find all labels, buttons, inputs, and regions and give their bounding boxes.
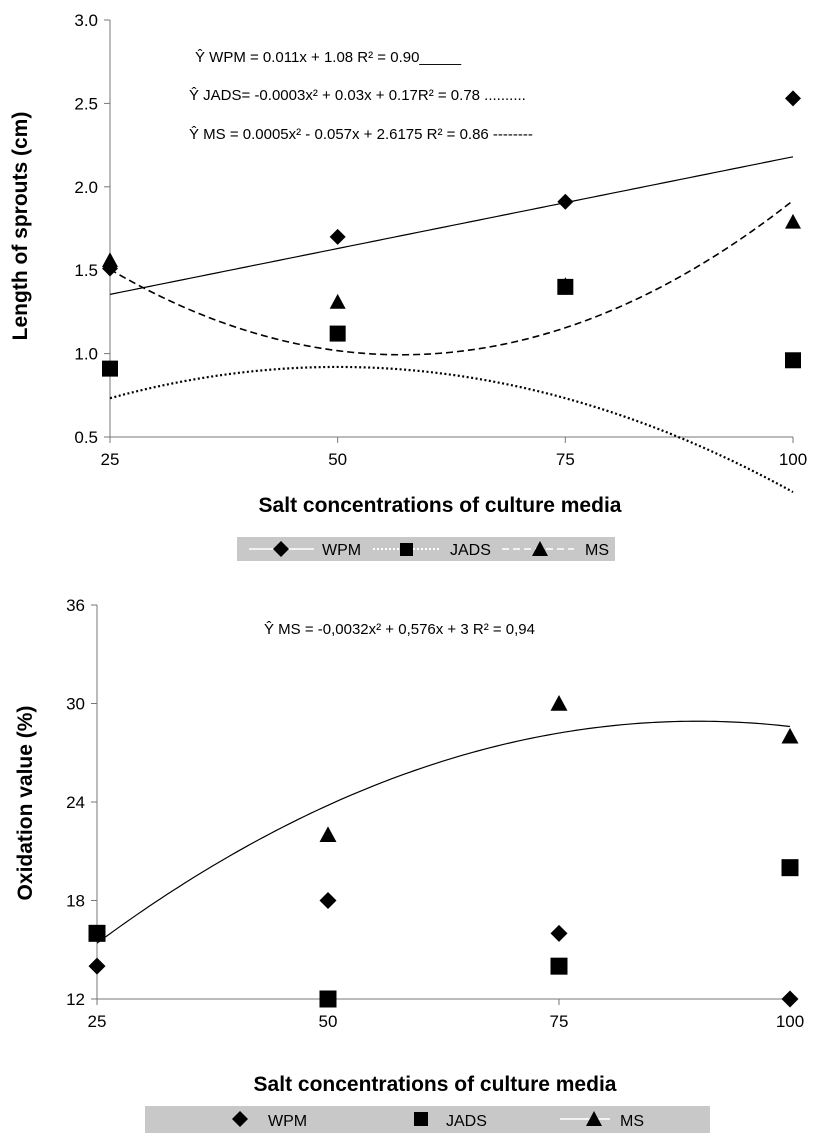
trendline-ms	[97, 721, 790, 943]
point-wpm-50	[330, 229, 346, 245]
point-jads-50	[320, 991, 337, 1008]
x-tick-label: 50	[319, 1012, 338, 1031]
y-tick-label: 2.5	[74, 94, 98, 113]
y-axis-title: Length of sprouts (cm)	[9, 112, 32, 341]
y-axis-title: Oxidation value (%)	[14, 706, 37, 901]
legend-marker-jads	[414, 1112, 428, 1126]
legend-label-jads: JADS	[446, 1113, 487, 1130]
x-tick-label: 50	[328, 450, 347, 469]
equation-jads: Ŷ JADS= -0.0003x² + 0.03x + 0.17R² = 0.7…	[189, 87, 526, 104]
x-tick-label: 100	[776, 1012, 804, 1031]
point-wpm-50	[320, 892, 337, 909]
x-tick-label: 25	[101, 450, 120, 469]
point-ms-50	[330, 294, 346, 309]
x-tick-label: 100	[779, 450, 807, 469]
y-tick-label: 1.0	[74, 345, 98, 364]
y-tick-label: 12	[66, 990, 85, 1009]
chart-oxidation-value: 12 18 24 30 36 25 50 75 100 Ŷ MS = -0,0032x² + …	[14, 596, 804, 1133]
point-ms-75	[551, 695, 568, 711]
y-tick-label: 36	[66, 596, 85, 615]
point-jads-50	[330, 326, 346, 342]
legend-label-ms: MS	[620, 1113, 644, 1130]
legend-label-ms: MS	[585, 542, 609, 559]
x-axis-title: Salt concentrations of culture media	[254, 1073, 617, 1096]
point-wpm-25	[89, 958, 106, 975]
trendline-ms	[110, 201, 793, 355]
y-tick-label: 1.5	[74, 261, 98, 280]
legend-label-jads: JADS	[450, 542, 491, 559]
point-jads-100	[782, 859, 799, 876]
x-tick-label: 75	[556, 450, 575, 469]
x-tick-label: 75	[550, 1012, 569, 1031]
legend: WPM JADS MS	[237, 537, 615, 561]
y-tick-label: 2.0	[74, 178, 98, 197]
point-ms-100	[785, 214, 801, 229]
trendline-wpm	[110, 157, 793, 295]
legend-label-wpm: WPM	[268, 1113, 307, 1130]
point-wpm-75	[557, 194, 573, 210]
point-ms-25	[102, 252, 118, 267]
x-tick-label: 25	[88, 1012, 107, 1031]
point-wpm-75	[551, 925, 568, 942]
point-ms-50	[320, 826, 337, 842]
y-tick-label: 0.5	[74, 428, 98, 447]
legend-label-wpm: WPM	[322, 542, 361, 559]
point-jads-25	[102, 361, 118, 377]
y-tick-label: 24	[66, 793, 85, 812]
point-ms-100	[782, 728, 799, 744]
y-tick-label: 3.0	[74, 11, 98, 30]
equation-ms: Ŷ MS = 0.0005x² - 0.057x + 2.6175 R² = 0…	[189, 126, 533, 143]
chart-sprout-length: 0.5 1.0 1.5 2.0 2.5 3.0 25 50 75 100 Ŷ WPM = 0.0…	[9, 11, 807, 561]
equation-wpm: Ŷ WPM = 0.011x + 1.08 R² = 0.90_____	[195, 49, 462, 66]
y-tick-label: 18	[66, 892, 85, 911]
legend: WPM JADS MS	[145, 1106, 710, 1133]
point-wpm-100	[785, 90, 801, 106]
equation-ms: Ŷ MS = -0,0032x² + 0,576x + 3 R² = 0,94	[264, 621, 535, 638]
point-jads-100	[785, 352, 801, 368]
y-tick-label: 30	[66, 695, 85, 714]
trendline-jads	[110, 367, 793, 492]
legend-marker-jads	[400, 543, 413, 556]
point-jads-75	[551, 958, 568, 975]
x-axis-title: Salt concentrations of culture media	[259, 494, 622, 517]
point-wpm-100	[782, 991, 799, 1008]
